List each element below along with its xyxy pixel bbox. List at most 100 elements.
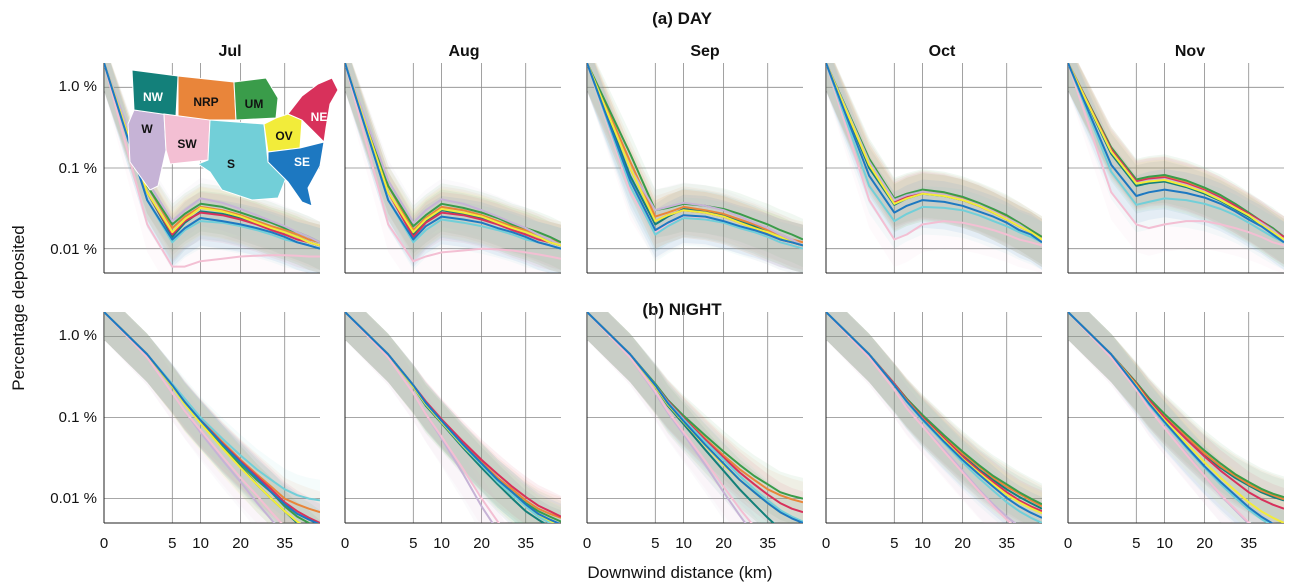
y-tick-label: 1.0 % <box>59 78 97 95</box>
band-nrp <box>1068 63 1284 265</box>
x-tick-label: 5 <box>168 535 176 552</box>
map-label-nrp: NRP <box>193 95 218 109</box>
day-subplot-oct <box>825 63 1042 274</box>
month-title-sep: Sep <box>690 43 720 60</box>
x-tick-label: 20 <box>954 535 971 552</box>
band-s <box>587 312 803 523</box>
series-line-um <box>345 63 561 244</box>
band-s <box>826 312 1042 523</box>
map-label-s: S <box>227 157 235 171</box>
map-label-ov: OV <box>275 129 292 143</box>
day-subplot-sep <box>586 63 803 274</box>
series-line-sw <box>1068 63 1284 247</box>
series-line-ov <box>345 63 561 247</box>
x-tick-label: 10 <box>192 535 209 552</box>
x-tick-label: 35 <box>276 535 293 552</box>
band-um <box>104 312 320 523</box>
map-region-s <box>196 119 287 201</box>
map-region-ne <box>287 77 339 144</box>
series-line-sw <box>826 312 1012 523</box>
map-label-um: UM <box>245 97 264 111</box>
band-nw <box>826 312 1042 523</box>
plot-area <box>104 312 320 523</box>
x-tick-label: 35 <box>1240 535 1257 552</box>
series-line-ov <box>587 63 803 247</box>
band-ov <box>826 312 1042 523</box>
band-w <box>345 312 506 523</box>
y-tick-label: 0.01 % <box>50 241 97 258</box>
band-ov <box>587 312 803 523</box>
plot-area <box>587 63 803 273</box>
x-tick-label: 5 <box>890 535 898 552</box>
band-w <box>826 312 1042 523</box>
series-line-se <box>826 63 1042 244</box>
band-sw <box>1068 63 1284 273</box>
y-tick-labels-night: 1.0 % 0.1 % 0.01 % <box>50 327 97 507</box>
band-se <box>1068 63 1284 270</box>
night-panel-title: (b) NIGHT <box>642 300 722 319</box>
y-tick-label: 0.01 % <box>50 490 97 507</box>
band-nrp <box>587 312 803 523</box>
band-sw <box>345 63 561 273</box>
series-line-ne <box>104 63 320 247</box>
band-ov <box>345 312 561 523</box>
series-line-sw <box>345 63 561 263</box>
day-panel-title: (a) DAY <box>652 9 712 28</box>
night-subplot-jul: 0 5 10 20 35 <box>100 312 320 552</box>
x-tick-label: 0 <box>100 535 108 552</box>
x-tick-label: 0 <box>583 535 591 552</box>
x-tick-label: 35 <box>517 535 534 552</box>
x-tick-label: 35 <box>998 535 1015 552</box>
y-tick-label: 0.1 % <box>59 409 97 426</box>
night-subplot-nov: 0 5 10 20 35 <box>1064 312 1284 552</box>
map-region-se <box>267 141 325 207</box>
x-tick-label: 0 <box>341 535 349 552</box>
subplots: 0 5 10 20 35 0 5 10 20 35 0 5 10 20 35 0 5 10 20 35 0 5 10 20 35 <box>100 63 1284 552</box>
band-se <box>587 312 803 523</box>
band-ne <box>104 312 320 523</box>
x-tick-label: 10 <box>433 535 450 552</box>
plot-area <box>345 312 561 523</box>
series-line-se <box>826 312 1042 519</box>
month-title-jul: Jul <box>218 43 241 60</box>
band-se <box>104 312 320 523</box>
series-line-s <box>587 63 803 250</box>
series-line-w <box>104 63 320 244</box>
band-ne <box>1068 63 1284 265</box>
band-ne <box>345 312 561 523</box>
band-nrp <box>345 312 561 523</box>
band-um <box>587 312 803 523</box>
x-tick-label: 20 <box>232 535 249 552</box>
series-line-se <box>587 312 803 523</box>
series-line-sw <box>345 312 501 523</box>
series-line-s <box>826 63 1042 244</box>
band-um <box>345 312 561 523</box>
map-label-ne: NE <box>311 110 328 124</box>
plot-area <box>104 63 320 273</box>
x-axis-label: Downwind distance (km) <box>587 563 772 582</box>
map-label-nw: NW <box>143 90 164 104</box>
map-label-w: W <box>141 122 153 136</box>
band-sw <box>104 63 320 273</box>
series-line-s <box>1068 63 1284 244</box>
day-subplot-nov <box>1067 63 1284 274</box>
series-line-se <box>1068 312 1274 523</box>
month-title-oct: Oct <box>929 43 956 60</box>
plot-area <box>345 63 561 273</box>
map-label-se: SE <box>294 155 310 169</box>
series-line-sw <box>587 312 753 523</box>
y-tick-labels-day: 1.0 % 0.1 % 0.01 % <box>50 78 97 258</box>
series-line-ne <box>345 63 561 247</box>
band-nw <box>826 63 1042 268</box>
band-s <box>345 312 561 523</box>
series-line-w <box>345 63 561 247</box>
series-line-sw <box>104 312 283 523</box>
x-tick-label: 20 <box>715 535 732 552</box>
series-line-w <box>587 63 803 247</box>
band-w <box>1068 63 1284 268</box>
series-line-se <box>104 312 320 523</box>
map-region-sw <box>163 113 211 165</box>
band-s <box>1068 312 1284 523</box>
band-um <box>587 63 803 268</box>
